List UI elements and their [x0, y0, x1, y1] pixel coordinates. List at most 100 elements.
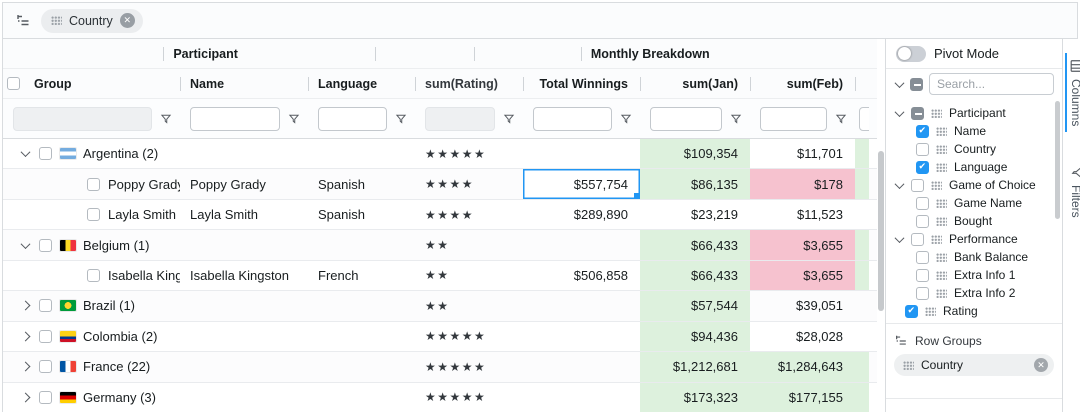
table-row[interactable]: Poppy Grady Poppy Grady Spanish ★★★★ $55… [3, 169, 877, 200]
total-winnings-cell[interactable]: $557,754 [523, 169, 640, 199]
column-header-sum-feb[interactable]: sum(Feb) [750, 69, 855, 98]
filter-funnel-icon[interactable] [288, 113, 300, 125]
column-search-input[interactable] [929, 73, 1054, 95]
group-header-monthly-breakdown[interactable]: Monthly Breakdown [581, 39, 877, 68]
expand-chevron[interactable] [19, 331, 31, 342]
sum-jan-cell[interactable]: $94,436 [640, 321, 750, 352]
row-group-chip-country[interactable]: Country ✕ [41, 8, 143, 33]
name-cell[interactable]: Layla Smith [190, 207, 258, 223]
chip-remove-icon[interactable]: ✕ [119, 13, 135, 28]
total-winnings-cell[interactable] [523, 352, 640, 381]
sum-jan-cell[interactable]: $86,135 [640, 169, 750, 199]
filter-funnel-icon[interactable] [503, 113, 515, 125]
expand-chevron[interactable] [19, 300, 31, 311]
column-tree-item[interactable]: Game Name [886, 194, 1062, 212]
column-checkbox[interactable] [916, 160, 929, 174]
column-checkbox[interactable] [916, 268, 929, 282]
filter-input-feb[interactable] [760, 106, 827, 131]
filter-input-name[interactable] [190, 106, 280, 131]
row-checkbox[interactable] [39, 147, 52, 161]
sum-feb-cell[interactable]: $39,051 [796, 298, 843, 314]
tab-columns[interactable]: Columns [1065, 53, 1080, 133]
column-checkbox[interactable] [911, 232, 924, 246]
table-row[interactable]: Isabella Kingston Isabella Kingston Fren… [3, 260, 877, 292]
total-winnings-cell[interactable] [523, 322, 640, 351]
rating-cell[interactable]: ★★★★★ [425, 146, 487, 161]
column-tree-item[interactable]: Extra Info 1 [886, 266, 1062, 284]
tree-expand-chevron[interactable] [894, 106, 904, 117]
name-cell[interactable]: Poppy Grady [190, 176, 266, 192]
rating-cell[interactable]: ★★★★ [425, 207, 475, 222]
language-cell[interactable] [308, 230, 415, 259]
total-winnings-cell[interactable]: $506,858 [573, 267, 628, 283]
table-row[interactable]: Colombia (2) ★★★★★ $94,436 $28,028 [3, 321, 877, 353]
column-tree-item[interactable]: Country [886, 140, 1062, 158]
group-cell[interactable]: Layla Smith [3, 200, 180, 229]
column-checkbox[interactable] [916, 196, 929, 210]
total-winnings-cell[interactable]: $289,890 [573, 207, 628, 223]
total-winnings-cell[interactable] [523, 139, 640, 168]
sum-feb-cell[interactable]: $3,655 [750, 230, 855, 260]
group-cell[interactable]: Germany (3) [3, 383, 180, 412]
name-cell[interactable] [180, 139, 308, 168]
column-checkbox[interactable] [916, 142, 929, 156]
sum-jan-cell[interactable]: $1,212,681 [640, 352, 750, 382]
grid-scrollbar-thumb[interactable] [878, 151, 884, 311]
sum-feb-cell[interactable]: $1,284,643 [750, 352, 855, 382]
row-checkbox[interactable] [39, 329, 52, 343]
filter-input-winnings[interactable] [533, 106, 612, 131]
column-checkbox[interactable] [916, 286, 929, 300]
column-header-group[interactable]: Group [3, 69, 180, 98]
column-tree-item[interactable]: Name [886, 122, 1062, 140]
row-checkbox[interactable] [87, 208, 100, 222]
total-winnings-cell[interactable] [523, 383, 640, 412]
filter-input-jan[interactable] [650, 106, 722, 131]
row-checkbox[interactable] [39, 390, 52, 404]
group-cell[interactable]: Isabella Kingston [3, 261, 180, 290]
column-tree-item[interactable]: Bank Balance [886, 248, 1062, 266]
sum-jan-cell[interactable]: $57,544 [640, 291, 750, 321]
rating-cell[interactable]: ★★ [425, 268, 450, 283]
language-cell[interactable] [308, 383, 415, 412]
table-row[interactable]: Layla Smith Layla Smith Spanish ★★★★ $28… [3, 199, 877, 231]
language-cell[interactable]: Spanish [318, 207, 365, 223]
rating-cell[interactable]: ★★ [425, 238, 450, 253]
expand-chevron[interactable] [19, 147, 31, 158]
name-cell[interactable] [180, 291, 308, 320]
column-header-sum-rating[interactable]: sum(Rating) [415, 69, 523, 98]
group-cell[interactable]: Poppy Grady [3, 169, 180, 198]
column-tree-item[interactable]: Language [886, 158, 1062, 176]
pivot-mode-toggle[interactable] [896, 45, 926, 62]
name-cell[interactable]: Isabella Kingston [190, 267, 290, 283]
filter-funnel-icon[interactable] [160, 113, 172, 125]
expand-chevron[interactable] [19, 361, 31, 372]
name-cell[interactable] [180, 322, 308, 351]
tab-filters[interactable]: Filters [1065, 160, 1080, 224]
sum-feb-cell[interactable]: $177,155 [750, 382, 855, 412]
column-header-name[interactable]: Name [180, 69, 308, 98]
rating-cell[interactable]: ★★★★★ [425, 359, 487, 374]
sum-jan-cell[interactable]: $23,219 [691, 207, 738, 223]
group-cell[interactable]: Brazil (1) [3, 291, 180, 320]
name-cell[interactable] [180, 352, 308, 381]
rating-cell[interactable]: ★★★★ [425, 177, 475, 192]
row-checkbox[interactable] [39, 299, 52, 313]
column-tree-item[interactable]: Bought [886, 212, 1062, 230]
column-checkbox[interactable] [911, 106, 924, 120]
sum-feb-cell[interactable]: $11,523 [796, 207, 843, 223]
name-cell[interactable] [180, 230, 308, 259]
sum-jan-cell[interactable]: $66,433 [640, 230, 750, 260]
language-cell[interactable]: Spanish [318, 176, 365, 192]
column-tree-item[interactable]: Performance [886, 230, 1062, 248]
filter-funnel-icon[interactable] [730, 113, 742, 125]
group-cell[interactable]: Colombia (2) [3, 322, 180, 351]
filter-input-language[interactable] [318, 106, 387, 131]
filter-funnel-icon[interactable] [620, 113, 632, 125]
sum-feb-cell[interactable]: $3,655 [750, 260, 855, 291]
language-cell[interactable] [308, 291, 415, 320]
row-checkbox[interactable] [87, 177, 100, 191]
row-checkbox[interactable] [39, 238, 52, 252]
rating-cell[interactable]: ★★★★★ [425, 329, 487, 344]
total-winnings-cell[interactable] [523, 230, 640, 259]
group-cell[interactable]: France (22) [3, 352, 180, 381]
